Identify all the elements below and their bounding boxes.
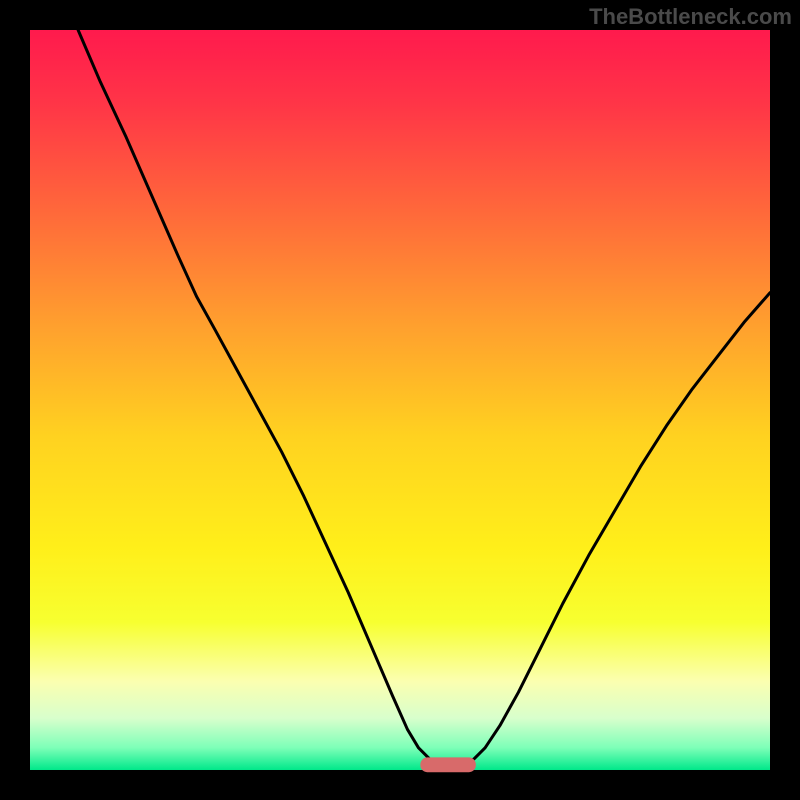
chart-container: TheBottleneck.com — [0, 0, 800, 800]
watermark-text: TheBottleneck.com — [589, 4, 792, 30]
bottleneck-curve-chart — [0, 0, 800, 800]
plot-background-gradient — [30, 30, 770, 770]
optimal-range-marker — [420, 757, 476, 772]
